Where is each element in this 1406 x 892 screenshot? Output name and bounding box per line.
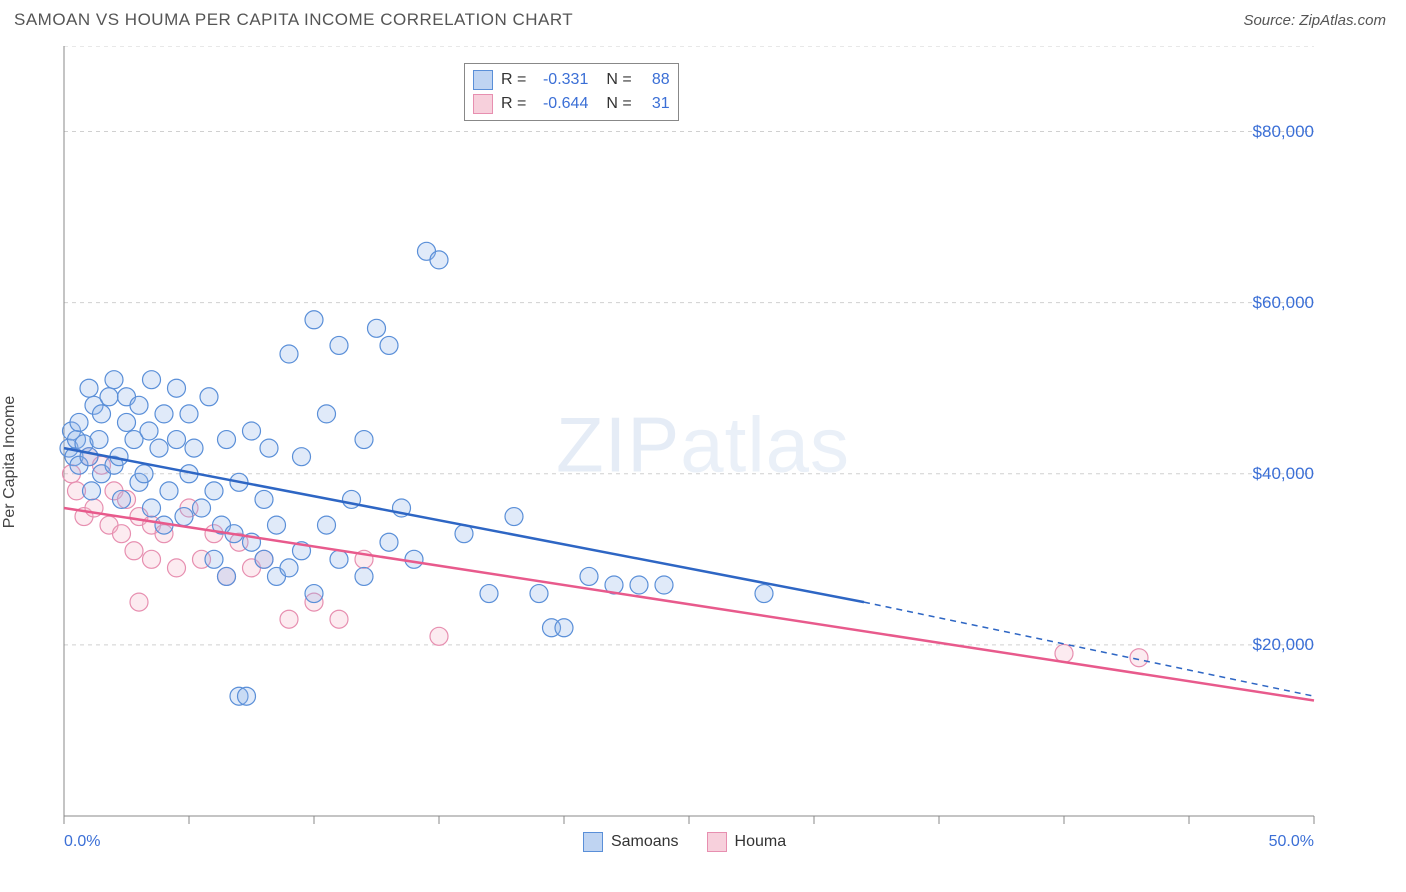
legend-bottom: Samoans Houma xyxy=(583,832,786,852)
scatter-plot xyxy=(14,46,1392,846)
x-axis-max-label: 50.0% xyxy=(1269,833,1314,851)
chart-source: Source: ZipAtlas.com xyxy=(1243,12,1386,29)
y-tick-label: $20,000 xyxy=(1253,635,1314,655)
y-tick-label: $40,000 xyxy=(1253,464,1314,484)
swatch-houma xyxy=(707,832,727,852)
chart-header: SAMOAN VS HOUMA PER CAPITA INCOME CORREL… xyxy=(0,0,1406,38)
legend-item-samoans: Samoans xyxy=(583,832,679,852)
stats-n-label: N = xyxy=(606,92,631,116)
stats-n-label: N = xyxy=(606,68,631,92)
x-axis-min-label: 0.0% xyxy=(64,833,100,851)
swatch-samoans xyxy=(583,832,603,852)
y-tick-label: $60,000 xyxy=(1253,293,1314,313)
swatch-houma-icon xyxy=(473,94,493,114)
chart-area: Per Capita Income ZIPatlas $20,000$40,00… xyxy=(14,46,1392,878)
legend-item-houma: Houma xyxy=(707,832,787,852)
chart-title: SAMOAN VS HOUMA PER CAPITA INCOME CORREL… xyxy=(14,10,573,30)
y-axis-label: Per Capita Income xyxy=(1,396,19,529)
stats-n-value: 88 xyxy=(640,68,670,92)
y-tick-label: $80,000 xyxy=(1253,122,1314,142)
correlation-stats-box: R = -0.331 N = 88 R = -0.644 N = 31 xyxy=(464,63,679,121)
stats-r-label: R = xyxy=(501,68,526,92)
stats-r-value: -0.331 xyxy=(534,68,588,92)
stats-r-label: R = xyxy=(501,92,526,116)
stats-n-value: 31 xyxy=(640,92,670,116)
legend-label-samoans: Samoans xyxy=(611,833,679,851)
swatch-samoans-icon xyxy=(473,70,493,90)
stats-row-houma: R = -0.644 N = 31 xyxy=(473,92,670,116)
stats-row-samoans: R = -0.331 N = 88 xyxy=(473,68,670,92)
legend-label-houma: Houma xyxy=(735,833,787,851)
stats-r-value: -0.644 xyxy=(534,92,588,116)
x-axis-footer: 0.0% Samoans Houma 50.0% xyxy=(14,828,1392,852)
